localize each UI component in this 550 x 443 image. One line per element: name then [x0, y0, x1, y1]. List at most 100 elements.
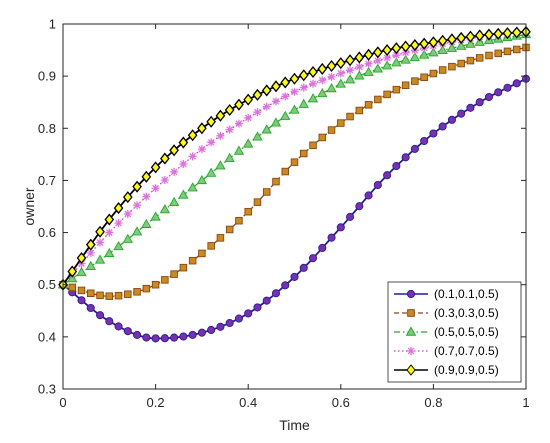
y-tick-label: 1	[49, 17, 56, 32]
series-5-point	[410, 39, 420, 52]
series-5-point	[345, 54, 355, 67]
series-4-point	[346, 66, 355, 75]
series-2-point	[133, 288, 141, 296]
series-1-point	[512, 79, 521, 88]
series-1-point	[114, 322, 123, 331]
legend-item: (0.1,0.1,0.5)	[394, 287, 499, 301]
series-5-point	[289, 72, 300, 85]
series-1-point	[447, 115, 456, 124]
series-3-point	[150, 211, 161, 221]
series-3-point	[270, 117, 282, 127]
series-1-point	[355, 202, 364, 211]
x-tick-label: 0.2	[147, 395, 165, 410]
series-2-point	[503, 47, 512, 56]
y-tick-label: 0.9	[38, 69, 56, 84]
legend-marker	[405, 326, 417, 336]
series-3-point	[168, 196, 180, 206]
series-1-point	[253, 303, 262, 312]
series-2-point	[198, 249, 206, 258]
series-1-point	[262, 296, 271, 305]
series-5-point	[326, 59, 337, 73]
legend-label: (0.1,0.1,0.5)	[434, 287, 499, 301]
series-1-point	[327, 233, 336, 242]
series-3-point	[381, 60, 393, 70]
x-tick-label: 0	[59, 395, 66, 410]
series-5-point	[502, 27, 513, 40]
series-4-point	[355, 62, 364, 71]
series-2-point	[253, 198, 262, 206]
series-4-point	[244, 113, 253, 122]
series-1-point	[420, 136, 429, 146]
series-3-point	[187, 182, 198, 192]
y-tick-label: 0.7	[38, 173, 56, 188]
series-1-point	[281, 281, 290, 290]
series-1-point	[503, 83, 512, 92]
series-3-point	[261, 124, 272, 134]
series-4-point	[197, 145, 206, 154]
series-5-point	[197, 122, 207, 135]
series-1-point	[86, 303, 95, 313]
series-4-point	[253, 108, 262, 117]
legend-item: (0.9,0.9,0.5)	[394, 363, 499, 377]
series-4-point	[234, 119, 243, 128]
series-4-point	[373, 56, 382, 65]
series-5-point	[243, 93, 254, 106]
series-2-point	[124, 290, 132, 298]
series-1-point	[346, 212, 355, 221]
series-layer	[57, 25, 532, 343]
series-5-point	[104, 213, 115, 226]
series-4-point	[188, 152, 197, 161]
series-2-point	[466, 56, 475, 65]
series-4-point	[114, 219, 123, 228]
series-1-point	[133, 330, 142, 339]
series-2-point	[179, 263, 188, 272]
series-3-point	[113, 240, 124, 251]
series-3-point	[224, 152, 235, 162]
series-5-point	[271, 80, 281, 93]
series-3-point	[196, 174, 208, 185]
y-axis-title: owner	[21, 187, 37, 225]
x-tick-label: 0.4	[239, 395, 257, 410]
series-1	[58, 74, 531, 343]
series-1-point	[207, 325, 216, 335]
series-4-point	[96, 238, 105, 247]
legend-label: (0.3,0.3,0.5)	[434, 306, 499, 320]
series-2-point	[448, 62, 456, 71]
series-4-point	[383, 53, 392, 62]
series-4-point	[401, 48, 410, 57]
series-1-point	[438, 122, 447, 131]
series-2-point	[114, 291, 123, 300]
series-5-point	[400, 40, 411, 53]
series-2-point	[392, 85, 401, 94]
series-4-point	[160, 175, 169, 184]
series-2-point	[105, 292, 114, 300]
legend-marker	[407, 347, 415, 355]
series-1-point	[244, 309, 253, 318]
series-2-point	[262, 188, 271, 196]
series-4-point	[299, 83, 308, 92]
legend-item: (0.5,0.5,0.5)	[394, 325, 499, 339]
series-5-point	[335, 57, 346, 70]
series-5-point	[474, 29, 485, 42]
series-5-point	[308, 65, 318, 79]
series-2-point	[374, 95, 382, 104]
series-3-point	[159, 204, 171, 214]
legend-marker	[406, 289, 416, 299]
series-line-3	[62, 33, 527, 286]
series-5-point	[428, 36, 439, 49]
legend-marker	[406, 364, 416, 376]
series-1-point	[475, 98, 484, 107]
series-5-point	[169, 144, 179, 157]
series-1-point	[364, 191, 373, 200]
series-2-point	[170, 270, 178, 278]
series-1-point	[234, 314, 243, 323]
series-1-point	[308, 254, 318, 263]
series-5-point	[484, 28, 494, 41]
series-3-point	[363, 66, 374, 76]
series-5-point	[447, 33, 457, 46]
series-5-point	[224, 103, 235, 117]
series-1-point	[429, 129, 438, 138]
series-2-point	[494, 49, 502, 58]
series-2-point	[411, 77, 419, 85]
series-5-point	[113, 202, 124, 215]
